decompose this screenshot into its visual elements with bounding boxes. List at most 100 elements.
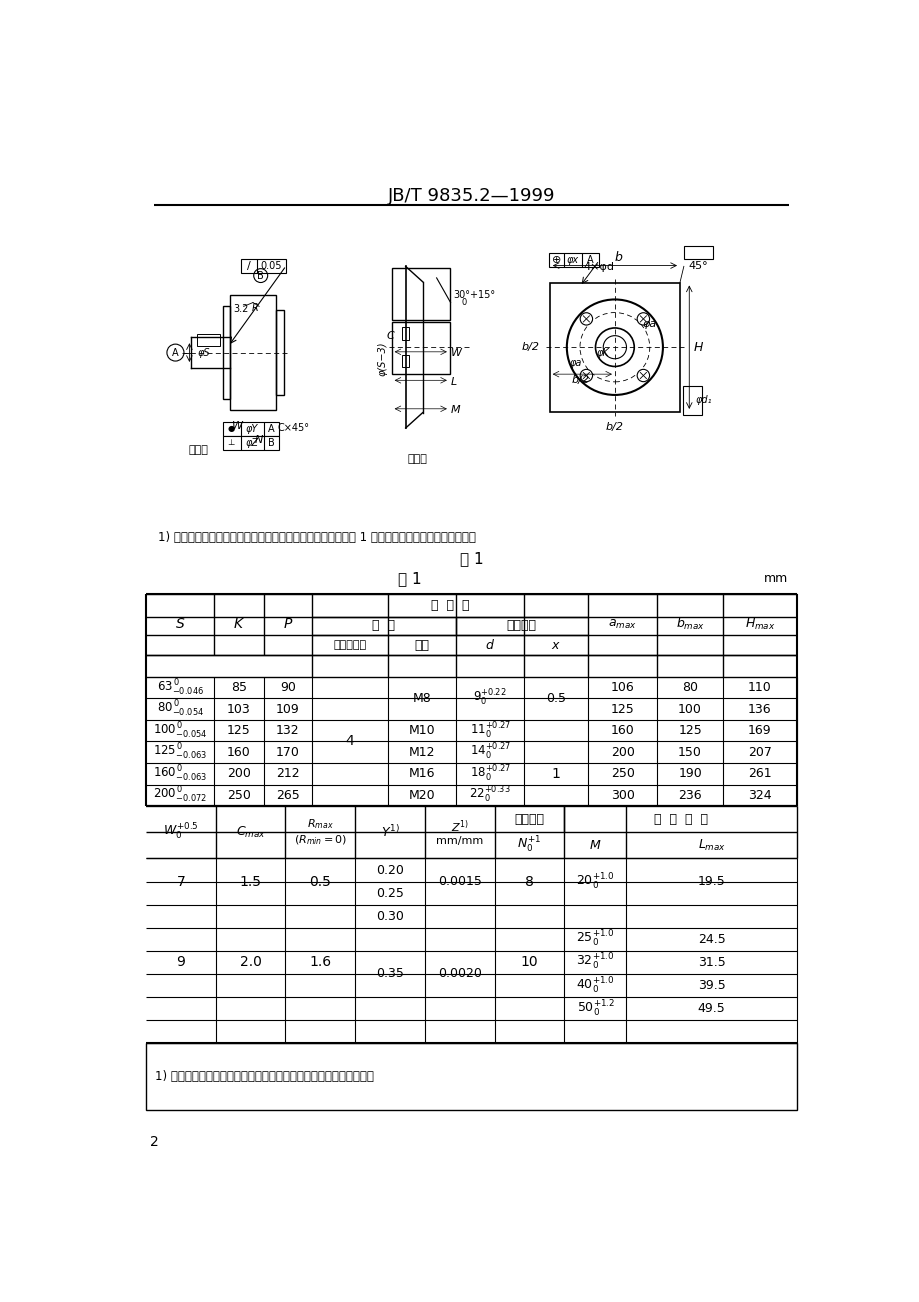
Text: 表 1: 表 1	[397, 572, 421, 586]
Text: ●: ●	[227, 424, 234, 434]
Text: 图 1: 图 1	[460, 551, 482, 565]
Text: $18^{+0.27}_{0}$: $18^{+0.27}_{0}$	[469, 764, 510, 784]
Text: φY: φY	[245, 424, 258, 434]
Text: 长  止  口  型: 长 止 口 型	[653, 812, 707, 825]
Text: 136: 136	[747, 703, 771, 716]
Text: M16: M16	[408, 767, 435, 780]
Text: 80: 80	[681, 681, 698, 694]
Text: M20: M20	[408, 789, 435, 802]
Text: $R_{max}$
$(R_{min}=0)$: $R_{max}$ $(R_{min}=0)$	[293, 818, 346, 848]
Text: $C_{max}$: $C_{max}$	[235, 824, 266, 840]
Text: 短止口: 短止口	[188, 445, 209, 456]
Text: φa: φa	[641, 319, 655, 329]
Text: 0.30: 0.30	[376, 910, 403, 923]
Text: 125: 125	[610, 703, 634, 716]
Text: $W^{+0.5}_{0}$: $W^{+0.5}_{0}$	[163, 823, 199, 842]
Text: L: L	[450, 376, 457, 387]
Text: N: N	[255, 435, 263, 444]
Text: $63^{\,0}_{-0.046}$: $63^{\,0}_{-0.046}$	[156, 677, 203, 698]
Text: 19.5: 19.5	[698, 875, 725, 888]
Text: ⊕: ⊕	[551, 255, 561, 266]
Text: 0.05: 0.05	[260, 260, 281, 271]
Text: 短止口型: 短止口型	[514, 812, 544, 825]
Text: 安  装  件: 安 装 件	[430, 599, 469, 612]
Text: 1: 1	[550, 767, 560, 781]
Bar	[223, 436, 279, 449]
Text: 直径: 直径	[414, 639, 429, 652]
Text: W: W	[232, 421, 243, 431]
Text: $14^{+0.27}_{0}$: $14^{+0.27}_{0}$	[469, 742, 510, 762]
Text: $M$: $M$	[589, 838, 601, 852]
Text: $x$: $x$	[550, 639, 561, 652]
Bar	[550, 283, 679, 411]
Text: 39.5: 39.5	[698, 979, 725, 992]
Text: 106: 106	[610, 681, 634, 694]
Text: B: B	[257, 271, 264, 281]
Text: 0.5: 0.5	[545, 691, 565, 704]
Text: 85: 85	[231, 681, 246, 694]
Text: φZ: φZ	[245, 437, 258, 448]
Text: 4×φd: 4×φd	[584, 262, 614, 272]
Text: φS: φS	[198, 348, 210, 358]
Text: 236: 236	[677, 789, 701, 802]
Text: 250: 250	[610, 767, 634, 780]
Bar	[549, 254, 598, 267]
Text: 2.0: 2.0	[240, 956, 261, 970]
Circle shape	[637, 312, 649, 326]
Text: 0.5: 0.5	[309, 875, 331, 888]
Text: 8: 8	[525, 875, 534, 888]
Circle shape	[637, 370, 649, 381]
Bar	[682, 385, 701, 415]
Text: C: C	[386, 331, 393, 341]
Text: 1.5: 1.5	[239, 875, 261, 888]
Text: 4: 4	[345, 734, 354, 749]
Text: 110: 110	[747, 681, 771, 694]
Text: 132: 132	[276, 724, 300, 737]
Text: 190: 190	[677, 767, 701, 780]
Text: $22^{+0.33}_{0}$: $22^{+0.33}_{0}$	[469, 785, 510, 806]
Text: $100^{\,0}_{-0.054}$: $100^{\,0}_{-0.054}$	[153, 720, 207, 741]
Text: 109: 109	[276, 703, 300, 716]
Text: A: A	[172, 348, 178, 358]
Text: 160: 160	[610, 724, 634, 737]
Text: $Y^{1)}$: $Y^{1)}$	[380, 824, 399, 840]
Text: ⊥: ⊥	[227, 439, 234, 447]
Text: 250: 250	[227, 789, 251, 802]
Bar	[402, 327, 409, 340]
Text: $200^{\,0}_{-0.072}$: $200^{\,0}_{-0.072}$	[153, 785, 207, 806]
Text: $d$: $d$	[484, 638, 494, 652]
Text: $20^{+1.0}_{0}$: $20^{+1.0}_{0}$	[575, 871, 614, 892]
Text: B: B	[267, 437, 275, 448]
Bar	[223, 306, 230, 398]
Bar	[197, 335, 221, 346]
Text: 1) 适用于扰性的联轴节，刚性联轴节的位置公差应比表中规定値小。: 1) 适用于扰性的联轴节，刚性联轴节的位置公差应比表中规定値小。	[155, 1070, 374, 1083]
Text: 160: 160	[227, 746, 251, 759]
Text: 24.5: 24.5	[698, 932, 725, 945]
Text: 125: 125	[677, 724, 701, 737]
Bar	[230, 294, 276, 410]
Bar	[683, 246, 712, 259]
Bar	[223, 422, 279, 436]
Text: W: W	[450, 349, 461, 358]
Text: M8: M8	[412, 691, 431, 704]
Text: 2: 2	[150, 1135, 158, 1148]
Text: $a_{max}$: $a_{max}$	[607, 618, 636, 631]
Text: $S$: $S$	[175, 617, 185, 631]
Text: 9: 9	[176, 956, 185, 970]
Text: $40^{+1.0}_{0}$: $40^{+1.0}_{0}$	[575, 975, 614, 996]
Text: 1.6: 1.6	[309, 956, 331, 970]
Text: 30°+15°: 30°+15°	[453, 290, 495, 299]
Text: 31.5: 31.5	[698, 956, 725, 969]
Text: 100: 100	[677, 703, 701, 716]
Text: JB/T 9835.2—1999: JB/T 9835.2—1999	[387, 187, 555, 206]
Text: φa: φa	[569, 358, 582, 367]
Text: 0.35: 0.35	[376, 967, 403, 980]
Text: M10: M10	[408, 724, 435, 737]
Text: 324: 324	[747, 789, 771, 802]
Text: 90: 90	[279, 681, 295, 694]
Text: $L_{max}$: $L_{max}$	[697, 838, 725, 853]
Text: 数量（个）: 数量（个）	[333, 641, 366, 650]
Text: $N^{+1}_{0}$: $N^{+1}_{0}$	[516, 836, 541, 855]
Text: $K$: $K$	[233, 617, 244, 631]
Text: 0.0015: 0.0015	[437, 875, 482, 888]
